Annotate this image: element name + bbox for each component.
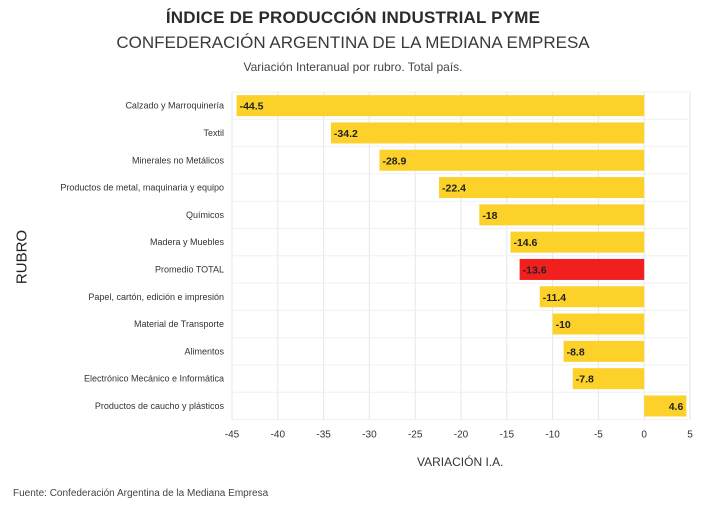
category-label: Minerales no Metálicos xyxy=(132,155,225,165)
bar xyxy=(236,95,645,117)
bar xyxy=(439,177,645,199)
category-label: Material de Transporte xyxy=(134,319,224,329)
x-tick-label: -25 xyxy=(408,430,423,441)
category-label: Electrónico Mecánico e Informática xyxy=(84,374,224,384)
x-tick-label: -40 xyxy=(271,430,286,441)
source-note: Fuente: Confederación Argentina de la Me… xyxy=(13,488,269,499)
bar xyxy=(379,149,645,171)
bar-value-label: -34.2 xyxy=(334,128,358,140)
chart-description: Variación Interanual por rubro. Total pa… xyxy=(243,60,463,74)
category-label: Productos de caucho y plásticos xyxy=(95,401,225,411)
bar-value-label: -18 xyxy=(482,210,497,222)
bar-value-label: -10 xyxy=(556,319,571,331)
bar-value-label: -44.5 xyxy=(240,101,264,113)
x-axis-label: VARIACIÓN I.A. xyxy=(417,455,504,469)
x-tick-label: -30 xyxy=(362,430,377,441)
bar-value-label: -14.6 xyxy=(513,237,537,249)
bar-layer xyxy=(236,95,687,417)
bar xyxy=(563,340,645,362)
category-label: Químicos xyxy=(186,210,225,220)
chart-subtitle: CONFEDERACIÓN ARGENTINA DE LA MEDIANA EM… xyxy=(116,33,590,52)
x-tick-label: 0 xyxy=(641,430,647,441)
bar-value-label: -22.4 xyxy=(442,183,466,195)
bar xyxy=(572,368,645,390)
bar xyxy=(330,122,645,144)
category-label: Madera y Muebles xyxy=(150,237,225,247)
x-tick-label: -10 xyxy=(545,430,560,441)
bar xyxy=(644,395,687,417)
bar xyxy=(510,231,645,253)
category-label: Papel, cartón, edición e impresión xyxy=(88,292,224,302)
x-tick-label: -45 xyxy=(225,430,240,441)
chart-title: ÍNDICE DE PRODUCCIÓN INDUSTRIAL PYME xyxy=(165,8,541,27)
bar xyxy=(519,258,645,280)
x-tick-label: 5 xyxy=(687,430,693,441)
category-label: Calzado y Marroquinería xyxy=(125,101,224,111)
label-layer: -45 -40 -35 -30 -25 -20 -15 -10 -5 0 5 Calzado y Ma… xyxy=(60,101,693,441)
x-tick-label: -15 xyxy=(500,430,515,441)
bar xyxy=(552,313,645,335)
category-label: Productos de metal, maquinaria y equipo xyxy=(60,183,224,193)
bar-value-label: -13.6 xyxy=(523,264,547,276)
bar xyxy=(479,204,645,226)
x-tick-label: -35 xyxy=(316,430,331,441)
grid-layer xyxy=(231,91,691,421)
bar-value-label: 4.6 xyxy=(669,401,684,413)
category-label: Promedio TOTAL xyxy=(155,264,224,274)
bar-value-label: -11.4 xyxy=(543,292,567,304)
bar-value-label: -8.8 xyxy=(567,346,585,358)
x-tick-label: -20 xyxy=(454,430,469,441)
bar xyxy=(539,286,645,308)
category-label: Alimentos xyxy=(184,346,224,356)
bar-value-label: -7.8 xyxy=(576,374,594,386)
x-tick-label: -5 xyxy=(594,430,603,441)
bar-value-label: -28.9 xyxy=(382,155,406,167)
category-label: Textil xyxy=(203,128,224,138)
